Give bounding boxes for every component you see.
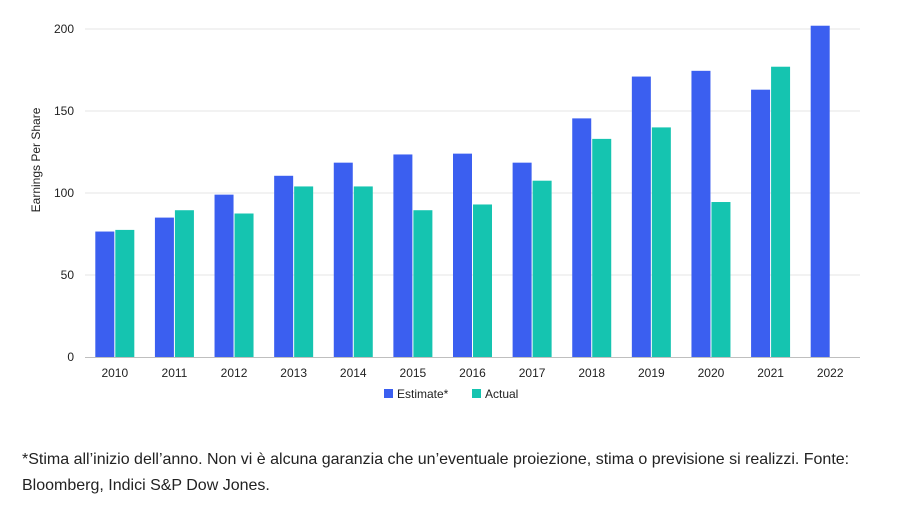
bar-group-2015 [393,154,433,357]
bar-group-2012 [214,194,254,357]
bar-estimate-2018 [572,118,592,357]
bar-actual-2012 [234,213,254,357]
bar-actual-2020 [711,202,731,357]
y-tick-label: 0 [67,350,74,364]
bar-group-2021 [751,66,791,358]
legend-swatch [384,389,393,398]
legend-label: Actual [485,387,518,401]
x-tick-label: 2018 [578,366,605,380]
bar-estimate-2012 [214,194,234,357]
y-axis-label: Earnings Per Share [29,107,43,212]
bar-estimate-2016 [453,153,472,357]
bar-estimate-2014 [333,162,353,357]
x-tick-label: 2019 [638,366,665,380]
bar-actual-2015 [413,210,433,357]
legend-swatch [472,389,481,398]
x-tick-label: 2017 [519,366,546,380]
x-tick-label: 2021 [757,366,784,380]
bar-actual-2017 [532,180,552,357]
legend-item-estimate: Estimate* [384,387,449,401]
eps-bar-chart: 0 50 100 150 200 Earnings Per Share 2010 2011… [29,22,860,401]
x-axis-ticks: 2010 2011 2012 2013 2014 2015 2016 2017 2018 2019… [101,366,843,380]
bar-group-2011 [154,210,194,357]
bar-group-2020 [691,70,731,357]
x-tick-label: 2010 [101,366,128,380]
bar-estimate-2021 [751,89,771,358]
y-axis-ticks: 0 50 100 150 200 [54,22,74,364]
bar-estimate-2010 [95,231,115,357]
bar-actual-2016 [473,204,492,357]
y-tick-label: 150 [54,104,74,118]
bar-actual-2021 [771,66,791,357]
bar-group-2019 [631,76,671,358]
x-tick-label: 2011 [162,366,188,380]
grid-lines [85,28,860,276]
bar-actual-2013 [294,186,314,357]
bar-group-2018 [572,118,612,357]
bar-estimate-2011 [154,217,174,357]
bars [95,25,830,358]
bar-actual-2010 [115,229,135,357]
y-tick-label: 100 [54,186,74,200]
x-tick-label: 2012 [221,366,248,380]
bar-group-2017 [512,162,552,357]
bar-estimate-2013 [274,175,294,357]
bar-actual-2019 [651,127,671,358]
legend-label: Estimate* [397,387,449,401]
legend-item-actual: Actual [472,387,518,401]
x-tick-label: 2020 [698,366,725,380]
bar-actual-2011 [174,210,194,357]
bar-group-2013 [274,175,314,357]
footnote: *Stima all’inizio dell’anno. Non vi è al… [22,451,850,494]
y-tick-label: 50 [61,268,75,282]
x-tick-label: 2022 [817,366,844,380]
bar-estimate-2017 [512,162,532,357]
x-tick-label: 2014 [340,366,367,380]
bar-estimate-2022 [810,25,830,357]
bar-group-2022 [810,25,830,357]
bar-group-2014 [333,162,373,357]
bar-estimate-2015 [393,154,413,357]
bar-actual-2014 [353,186,373,357]
bar-estimate-2019 [631,76,651,357]
y-tick-label: 200 [54,22,74,36]
legend: Estimate* Actual [384,387,518,401]
x-tick-label: 2016 [459,366,486,380]
bar-group-2016 [453,153,492,357]
x-tick-label: 2013 [280,366,307,380]
x-tick-label: 2015 [400,366,427,380]
bar-group-2010 [95,229,135,357]
bar-estimate-2020 [691,70,711,357]
bar-actual-2018 [592,138,612,357]
